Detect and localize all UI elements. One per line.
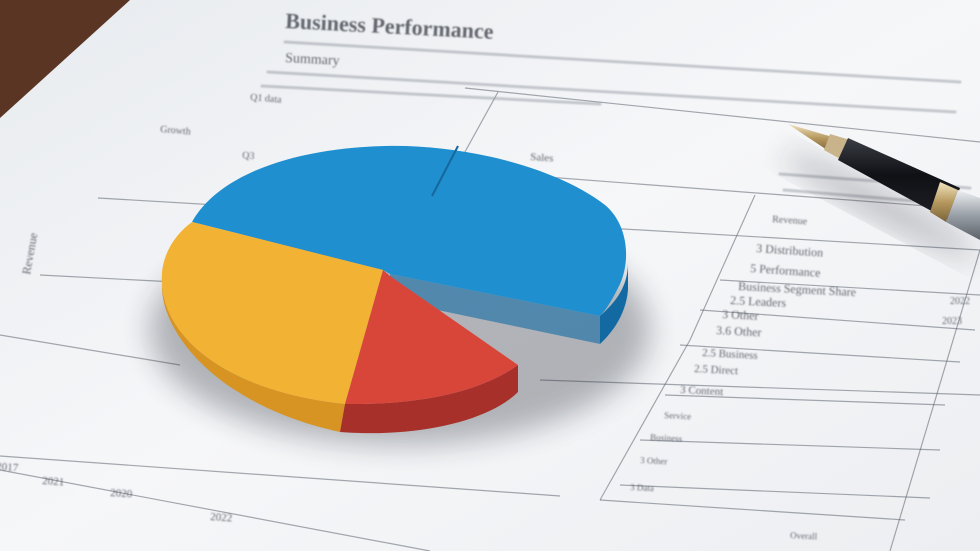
bottom-number: 2022 xyxy=(210,511,233,525)
pie-slice-yellow-side xyxy=(161,284,345,432)
table-row: 3.6 Other xyxy=(716,323,762,339)
left-label-1: Q1 data xyxy=(250,92,283,106)
table-row: Business Segment Share xyxy=(738,279,857,299)
bottom-numbers: 2017 2021 2020 2022 xyxy=(0,461,233,525)
pie-slice-blue xyxy=(192,145,627,316)
left-label-2: Growth xyxy=(160,124,191,138)
table-row: Business xyxy=(650,432,683,444)
pen xyxy=(782,124,980,259)
table-row: Overall xyxy=(790,530,818,541)
table-rows: Revenue 3 Distribution 5 Performance Bus… xyxy=(630,214,970,541)
bottom-number: 2017 xyxy=(0,461,19,475)
table-row: 3 Distribution xyxy=(756,241,824,260)
left-label-3: Q3 xyxy=(242,150,255,162)
pen-shadow xyxy=(782,151,978,259)
pen-body xyxy=(838,138,960,220)
table-row: 2.5 Business xyxy=(702,347,758,362)
table-row: 2.5 Leaders xyxy=(730,293,787,310)
pie-chart-3d xyxy=(161,145,628,434)
bottom-number: 2020 xyxy=(110,487,133,501)
table-row: Service xyxy=(664,410,691,421)
table-row: 3 Content xyxy=(680,384,724,398)
pie-slice-red-side xyxy=(340,365,518,434)
table-row-value: 2023 xyxy=(942,316,962,327)
column-label: Sales xyxy=(530,151,554,165)
table-row: Revenue xyxy=(772,214,808,227)
document-subheading: Summary xyxy=(285,51,340,69)
pie-slice-blue-side xyxy=(390,274,600,344)
table-row: 5 Performance xyxy=(750,261,821,280)
bottom-number: 2021 xyxy=(42,475,65,489)
pie-slice-red xyxy=(345,270,518,405)
table-row: 3 Other xyxy=(722,307,759,323)
table-row: 3 Data xyxy=(630,482,654,493)
pie-slice-divider xyxy=(431,145,459,197)
pie-slice-yellow xyxy=(161,222,383,404)
pen-band xyxy=(930,182,958,222)
pen-cap xyxy=(946,190,980,240)
pie-slice-blue-side xyxy=(600,262,628,344)
table-row: 3 Other xyxy=(640,455,668,466)
pen-nib xyxy=(788,124,836,152)
table-row-value: 2022 xyxy=(950,296,970,307)
table-row: 2.5 Direct xyxy=(694,363,739,377)
